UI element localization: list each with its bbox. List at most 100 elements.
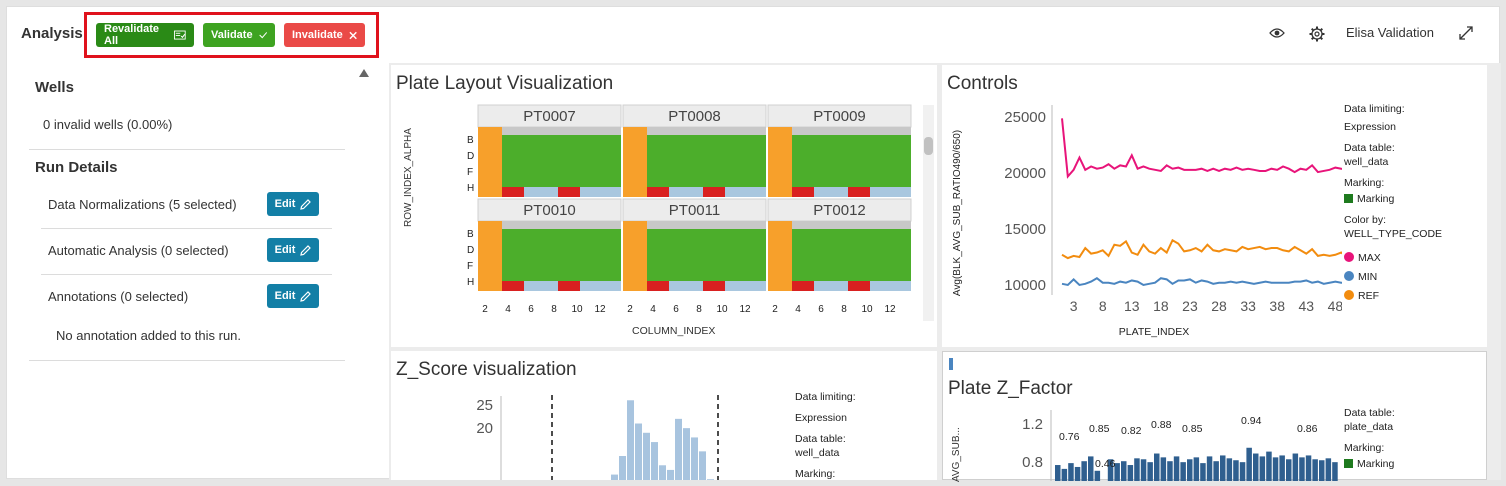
revalidate-all-button[interactable]: Revalidate All [96, 23, 194, 47]
zfactor-title: Plate Z_Factor [948, 378, 1073, 399]
plate-name: PT0009 [813, 108, 866, 125]
no-annotation-text: No annotation added to this run. [56, 328, 242, 343]
y-tick-label: 1.2 [1022, 416, 1043, 433]
scroll-up-arrow-icon[interactable] [359, 69, 369, 77]
plate-max-wells [502, 281, 524, 291]
y-tick-label: 0.8 [1022, 454, 1043, 471]
x-tick-label: 13 [1124, 298, 1140, 314]
y-tick-label: 10000 [1004, 277, 1046, 294]
bar-data-label: 0.94 [1241, 415, 1262, 427]
plate-max-wells [558, 281, 580, 291]
plate-sample-wells [647, 135, 766, 187]
legend-table-label: Data table: [1344, 407, 1395, 419]
zfactor-bar [1173, 456, 1180, 481]
y-tick-label: 25000 [1004, 109, 1046, 126]
plate-layout-x-axis-label: COLUMN_INDEX [632, 325, 716, 337]
row-tick-label: B [467, 229, 474, 240]
zfactor-bar [1239, 462, 1246, 481]
bar-data-label: 0.76 [1059, 431, 1080, 443]
controls-panel: Controls 25000 20000 15000 10000 3 8 13 18 23 28 3… [942, 65, 1487, 347]
histogram-bar [691, 437, 698, 480]
column-tick-label: 6 [673, 304, 679, 315]
y-axis-label: Avg(BLK_AVG_SUB_RATIO490/650) [952, 130, 963, 296]
plate-blank-wells [792, 127, 911, 135]
legend-series-max: MAX [1358, 252, 1381, 264]
list-check-icon [174, 30, 186, 40]
x-tick-label: 3 [1070, 298, 1078, 314]
histogram-bar [627, 400, 634, 480]
zfactor-bar [1226, 458, 1233, 481]
invalidate-button[interactable]: Invalidate [284, 23, 365, 47]
max-legend-marker [1344, 252, 1354, 262]
zfactor-bar [1094, 470, 1101, 481]
zfactor-bar [1253, 453, 1259, 481]
plate-max-wells [647, 187, 669, 197]
column-tick-label: 12 [884, 304, 896, 315]
plate-name: PT0012 [813, 202, 866, 219]
panel-marker [949, 358, 953, 370]
zfactor-chart[interactable]: 1.20.80.760.850.460.820.880.850.940.86Z_… [943, 352, 1343, 481]
validate-button[interactable]: Validate [203, 23, 275, 47]
edit-automatic-analysis-button[interactable]: Edit [267, 238, 319, 262]
row-tick-label: H [467, 183, 474, 194]
column-tick-label: 6 [528, 304, 534, 315]
zfactor-bar [1187, 459, 1193, 481]
plate-name: PT0011 [669, 202, 720, 219]
x-tick-label: 48 [1328, 298, 1342, 314]
plate-blank-wells [502, 221, 621, 229]
x-tick-label: 28 [1211, 298, 1227, 314]
zfactor-bar [1180, 462, 1186, 481]
legend-limit-value: Expression [1344, 121, 1396, 133]
scrollbar-thumb[interactable] [924, 137, 933, 155]
zfactor-bar [1299, 457, 1305, 481]
bar-data-label: 0.88 [1151, 419, 1172, 431]
y-tick-label: 20000 [1004, 165, 1046, 182]
row-tick-label: F [467, 261, 473, 272]
x-tick-label: 43 [1298, 298, 1314, 314]
column-tick-label: 4 [650, 304, 656, 315]
plate-layout-title: Plate Layout Visualization [396, 73, 614, 94]
plate-ref-wells [768, 127, 792, 197]
edit-annotations-button[interactable]: Edit [267, 284, 319, 308]
plate-max-wells [792, 281, 814, 291]
zfactor-bar [1088, 456, 1094, 481]
legend-marking-label: Marking: [1344, 442, 1385, 454]
zfactor-bar [1061, 468, 1068, 481]
run-details-title: Run Details [35, 159, 118, 176]
zfactor-bar [1121, 461, 1127, 481]
x-tick-label: 8 [1099, 298, 1107, 314]
column-tick-label: 12 [594, 304, 606, 315]
plate-ref-wells [478, 221, 502, 291]
histogram-bar [643, 432, 650, 480]
plate-sample-wells [792, 135, 911, 187]
plate-ref-wells [623, 127, 647, 197]
zfactor-bar [1107, 459, 1114, 481]
y-tick-label: 20 [476, 420, 493, 437]
revalidate-all-label: Revalidate All [104, 23, 160, 47]
edit-label: Edit [274, 198, 296, 210]
expand-icon[interactable] [1459, 26, 1473, 40]
column-tick-label: 6 [818, 304, 824, 315]
histogram-bar [699, 451, 706, 480]
plate-ref-wells [623, 221, 647, 291]
plate-layout-scrollbar[interactable] [923, 105, 934, 321]
eye-icon[interactable] [1269, 27, 1285, 39]
zfactor-bar [1312, 459, 1318, 481]
legend-table-value: plate_data [1344, 421, 1394, 433]
user-menu[interactable]: Elisa Validation [1346, 25, 1434, 40]
zfactor-bar [1325, 458, 1332, 481]
legend-color-label: Color by: [1344, 214, 1387, 226]
zfactor-bar [1279, 455, 1285, 481]
row-tick-label: F [467, 167, 473, 178]
row-tick-label: B [467, 135, 474, 146]
invalidate-label: Invalidate [292, 29, 343, 41]
legend-series-ref: REF [1358, 290, 1379, 302]
ref-legend-marker [1344, 290, 1354, 300]
edit-normalizations-button[interactable]: Edit [267, 192, 319, 216]
gear-icon[interactable] [1309, 26, 1325, 42]
marking-swatch [1344, 459, 1353, 468]
app-window: Analysis Revalidate All Validate Invalid… [6, 6, 1501, 482]
